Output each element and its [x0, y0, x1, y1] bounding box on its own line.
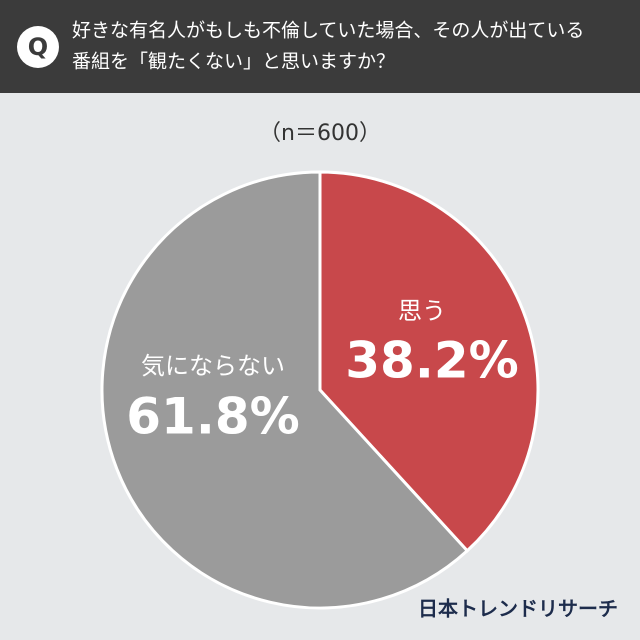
subtitle: （n＝600）: [259, 121, 381, 146]
slice-label: 思う: [398, 297, 446, 325]
value-label: 61.8%: [126, 388, 299, 446]
pie-slice: [100, 170, 470, 610]
header-bar: [0, 0, 640, 93]
pie-slice: [318, 170, 540, 553]
value-label: 38.2%: [345, 332, 518, 390]
slice-label: 気にならない: [141, 352, 285, 380]
title-line: 番組を「観たくない」と思いますか？: [72, 51, 395, 73]
source: 日本トレンドリサーチ: [418, 597, 618, 621]
title-line: 好きな有名人がもしも不倫していた場合、その人が出ている: [72, 20, 584, 42]
badge-circle: [17, 26, 59, 68]
badge: Q: [28, 33, 48, 61]
